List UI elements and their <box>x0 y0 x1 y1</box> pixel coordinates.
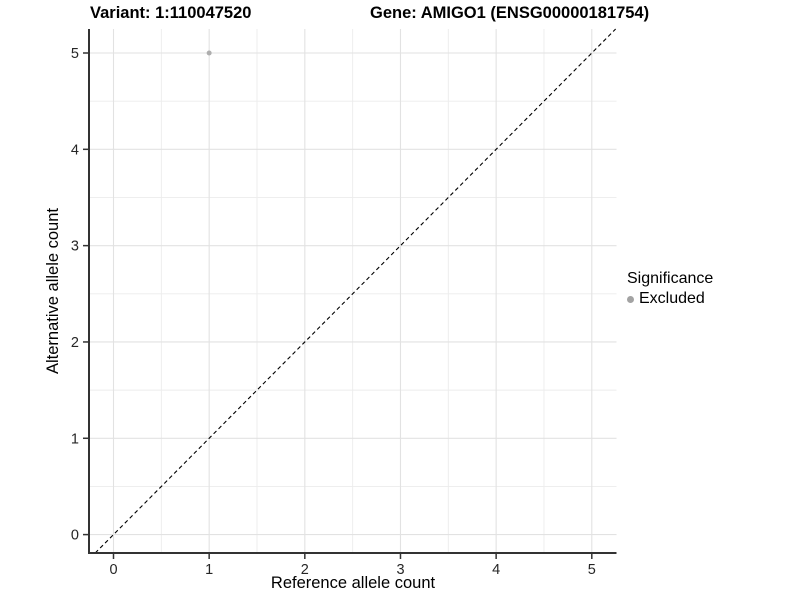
y-tick-label: 5 <box>71 46 79 62</box>
x-axis-title: Reference allele count <box>270 574 436 592</box>
plot-title-gene: Gene: AMIGO1 (ENSG00000181754) <box>370 4 650 22</box>
y-tick-label: 3 <box>71 239 79 255</box>
y-tick-label: 2 <box>71 335 79 351</box>
x-tick-label: 1 <box>205 562 213 578</box>
legend: Significance Excluded <box>627 270 713 308</box>
x-tick-label: 0 <box>109 562 117 578</box>
legend-title: Significance <box>627 270 714 287</box>
x-tick-label: 2 <box>301 562 309 578</box>
legend-item-label: Excluded <box>639 290 705 307</box>
identity-reference-line <box>94 28 617 554</box>
x-tick-label: 5 <box>588 562 596 578</box>
plot-title-variant: Variant: 1:110047520 <box>90 4 252 22</box>
legend-point-icon <box>627 295 634 303</box>
y-tick-label: 4 <box>71 142 79 158</box>
y-tick-label: 1 <box>71 431 79 447</box>
x-tick-label: 3 <box>396 562 404 578</box>
legend-item-excluded: Excluded <box>627 290 713 308</box>
x-tick-label: 4 <box>492 562 500 578</box>
y-tick-label: 0 <box>71 528 79 544</box>
y-axis-title: Alternative allele count <box>43 208 62 375</box>
data-point-excluded <box>206 50 212 56</box>
